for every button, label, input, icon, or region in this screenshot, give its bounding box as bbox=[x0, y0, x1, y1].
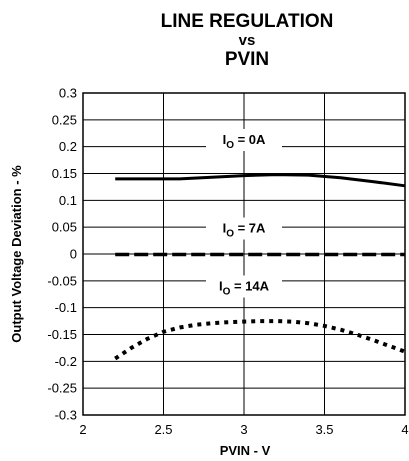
y-tick-label: -0.1 bbox=[55, 300, 77, 315]
chart-title-line-3: PVIN bbox=[225, 49, 269, 70]
y-tick-label: 0.05 bbox=[52, 220, 77, 235]
y-tick-label: 0.2 bbox=[59, 139, 77, 154]
x-tick-label: 3.5 bbox=[315, 422, 333, 437]
x-tick-label: 4 bbox=[401, 422, 408, 437]
annotation-background bbox=[206, 217, 282, 240]
x-tick-label: 2.5 bbox=[154, 422, 172, 437]
y-tick-label: 0.25 bbox=[52, 112, 77, 127]
y-tick-label: -0.05 bbox=[47, 273, 77, 288]
y-tick-label: -0.3 bbox=[55, 408, 77, 423]
annotation-background bbox=[206, 275, 282, 298]
series-group bbox=[114, 173, 406, 361]
y-tick-label: -0.15 bbox=[47, 327, 77, 342]
series-line-dotted bbox=[114, 319, 406, 361]
annotation-label: IO = 14A bbox=[219, 278, 270, 297]
x-tick-label: 2 bbox=[79, 422, 86, 437]
chart-title-line-1: LINE REGULATION bbox=[161, 11, 334, 32]
x-axis-label: PVIN - V bbox=[220, 443, 271, 458]
series-line-solid bbox=[115, 173, 406, 188]
annotation-label: IO = 0A bbox=[223, 132, 266, 151]
y-tick-label: 0 bbox=[70, 247, 77, 262]
annotations: IO = 0A IO = 7A IO = 14A bbox=[206, 128, 282, 298]
x-axis-ticks: 2 2.5 3 3.5 4 bbox=[79, 422, 408, 437]
x-tick-label: 3 bbox=[240, 422, 247, 437]
annotation-background bbox=[206, 128, 282, 151]
y-tick-label: -0.25 bbox=[47, 381, 77, 396]
y-tick-label: -0.2 bbox=[55, 354, 77, 369]
y-tick-label: 0.3 bbox=[59, 86, 77, 101]
y-tick-label: 0.15 bbox=[52, 166, 77, 181]
chart-title-line-2: vs bbox=[239, 32, 256, 49]
y-axis-label: Output Voltage Deviation - % bbox=[9, 165, 24, 343]
y-axis-ticks: 0.3 0.25 0.2 0.15 0.1 0.05 0 -0.05 -0.1 -0.15 -0.2… bbox=[47, 86, 77, 423]
annotation-label: IO = 7A bbox=[223, 221, 266, 240]
y-tick-label: 0.1 bbox=[59, 193, 77, 208]
